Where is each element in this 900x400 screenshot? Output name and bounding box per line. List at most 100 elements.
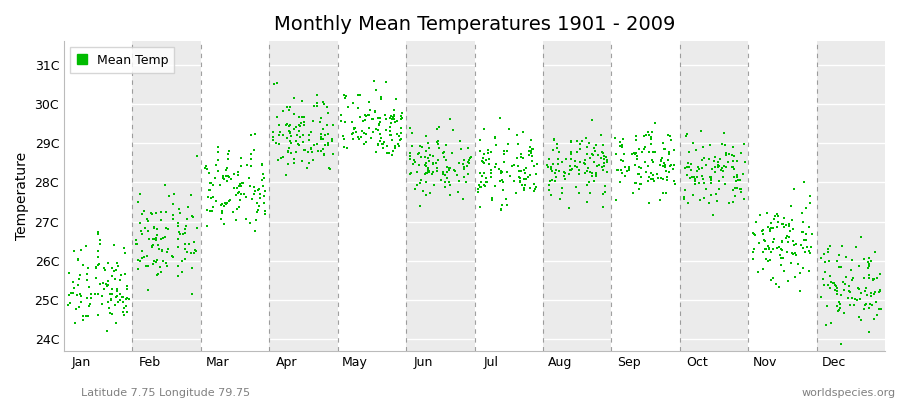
Point [753,211,768,218]
Point [836,279,850,286]
Point [306,142,320,148]
Point [205,204,220,210]
Point [597,163,611,169]
Point [322,165,337,171]
Point [704,192,718,198]
Point [72,276,86,282]
Point [280,104,294,110]
Point [357,117,372,123]
Point [283,122,297,129]
Point [239,162,254,168]
Point [617,151,632,157]
Bar [338,41,406,351]
Point [289,149,303,156]
Point [79,295,94,302]
Point [631,171,645,178]
Point [581,164,596,171]
Point [293,120,308,126]
Point [276,108,291,114]
Point [823,258,837,265]
Point [284,104,298,110]
Point [84,291,98,297]
Point [476,151,491,158]
Point [517,129,531,135]
Point [272,122,286,129]
Text: worldspecies.org: worldspecies.org [801,388,896,398]
Point [852,296,867,302]
Point [814,294,829,300]
Point [392,137,407,144]
Point [763,220,778,226]
Point [421,155,436,161]
Point [184,212,199,219]
Point [131,199,146,205]
Point [832,264,846,270]
Point [556,173,571,179]
Point [161,193,176,199]
Point [824,279,838,285]
Point [823,273,837,279]
Point [374,135,388,141]
Point [517,186,531,193]
Point [666,166,680,172]
Point [596,142,610,148]
Point [78,313,93,320]
Point [523,185,537,191]
Point [385,114,400,120]
Point [547,178,562,184]
Point [247,147,261,153]
Point [137,254,151,261]
Point [234,180,248,186]
Point [82,284,96,290]
Point [118,249,132,256]
Point [289,124,303,131]
Point [826,280,841,286]
Point [725,187,740,193]
Point [570,138,584,144]
Point [239,216,254,223]
Point [111,262,125,269]
Point [282,107,296,113]
Point [529,161,544,167]
Point [310,103,325,109]
Point [284,150,298,156]
Point [72,272,86,279]
Point [392,143,407,149]
Point [102,304,116,311]
Point [269,140,284,146]
Point [361,112,375,118]
Point [117,312,131,318]
Point [585,170,599,176]
Point [209,197,223,204]
Point [710,197,724,204]
Point [354,134,368,140]
Point [340,104,355,110]
Point [767,216,781,222]
Point [91,231,105,237]
Point [586,152,600,158]
Point [705,166,719,172]
Point [414,144,428,150]
Point [584,151,598,158]
Point [582,154,597,161]
Point [786,251,800,257]
Point [413,180,428,186]
Point [763,249,778,256]
Point [298,147,312,153]
Point [782,234,796,240]
Point [160,263,175,270]
Point [503,173,517,179]
Point [461,159,475,165]
Point [717,142,732,148]
Point [91,312,105,318]
Point [304,145,319,151]
Point [723,200,737,206]
Point [628,162,643,168]
Point [131,257,146,264]
Point [305,157,320,164]
Point [161,226,176,232]
Point [304,129,319,136]
Point [372,115,386,121]
Point [680,160,695,166]
Point [596,167,610,173]
